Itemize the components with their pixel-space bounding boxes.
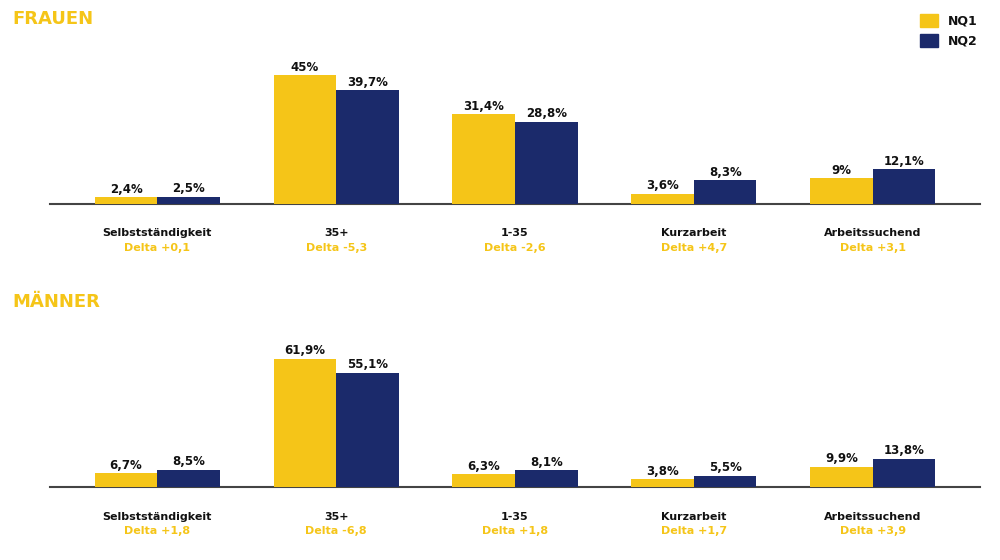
- Bar: [157, 469, 220, 487]
- Text: 3,8%: 3,8%: [646, 465, 679, 478]
- Bar: [95, 197, 157, 204]
- Text: 5,5%: 5,5%: [709, 461, 742, 474]
- Text: MÄNNER: MÄNNER: [13, 293, 101, 311]
- Bar: [873, 169, 935, 204]
- Bar: [336, 90, 399, 204]
- Text: Delta +1,8: Delta +1,8: [124, 526, 190, 536]
- Bar: [515, 470, 578, 487]
- Text: 8,1%: 8,1%: [530, 456, 563, 469]
- Bar: [631, 479, 694, 487]
- Text: Delta +3,9: Delta +3,9: [840, 526, 906, 536]
- Text: Delta -6,8: Delta -6,8: [305, 526, 367, 536]
- Text: 55,1%: 55,1%: [347, 358, 388, 371]
- Text: Delta -5,3: Delta -5,3: [306, 243, 367, 253]
- Text: 61,9%: 61,9%: [284, 344, 325, 357]
- Text: 9,9%: 9,9%: [825, 452, 858, 465]
- Text: Delta +1,7: Delta +1,7: [661, 526, 727, 536]
- Text: 8,5%: 8,5%: [172, 455, 205, 468]
- Bar: [631, 194, 694, 204]
- Text: 6,7%: 6,7%: [110, 459, 142, 472]
- Bar: [694, 476, 756, 487]
- Text: Delta +4,7: Delta +4,7: [661, 243, 727, 253]
- Text: 9%: 9%: [831, 164, 851, 177]
- Bar: [810, 178, 873, 204]
- Text: 31,4%: 31,4%: [463, 100, 504, 113]
- Text: 13,8%: 13,8%: [884, 444, 924, 457]
- Text: 6,3%: 6,3%: [467, 460, 500, 473]
- Bar: [515, 122, 578, 204]
- Legend: NQ1, NQ2: NQ1, NQ2: [915, 9, 983, 53]
- Text: Delta -2,6: Delta -2,6: [484, 243, 546, 253]
- Text: 3,6%: 3,6%: [646, 179, 679, 192]
- Text: 39,7%: 39,7%: [347, 76, 388, 89]
- Bar: [810, 466, 873, 487]
- Text: 28,8%: 28,8%: [526, 108, 567, 120]
- Bar: [336, 372, 399, 487]
- Text: Delta +1,8: Delta +1,8: [482, 526, 548, 536]
- Text: 45%: 45%: [291, 61, 319, 74]
- Text: Delta +0,1: Delta +0,1: [124, 243, 190, 253]
- Bar: [873, 459, 935, 487]
- Bar: [452, 114, 515, 204]
- Text: Delta +3,1: Delta +3,1: [840, 243, 906, 253]
- Bar: [157, 197, 220, 204]
- Text: 2,5%: 2,5%: [172, 183, 205, 195]
- Text: FRAUEN: FRAUEN: [13, 10, 94, 27]
- Bar: [95, 473, 157, 487]
- Bar: [274, 358, 336, 487]
- Bar: [694, 180, 756, 204]
- Bar: [274, 75, 336, 204]
- Text: 2,4%: 2,4%: [110, 183, 142, 196]
- Text: 12,1%: 12,1%: [884, 155, 924, 168]
- Bar: [452, 474, 515, 487]
- Text: 8,3%: 8,3%: [709, 166, 742, 179]
